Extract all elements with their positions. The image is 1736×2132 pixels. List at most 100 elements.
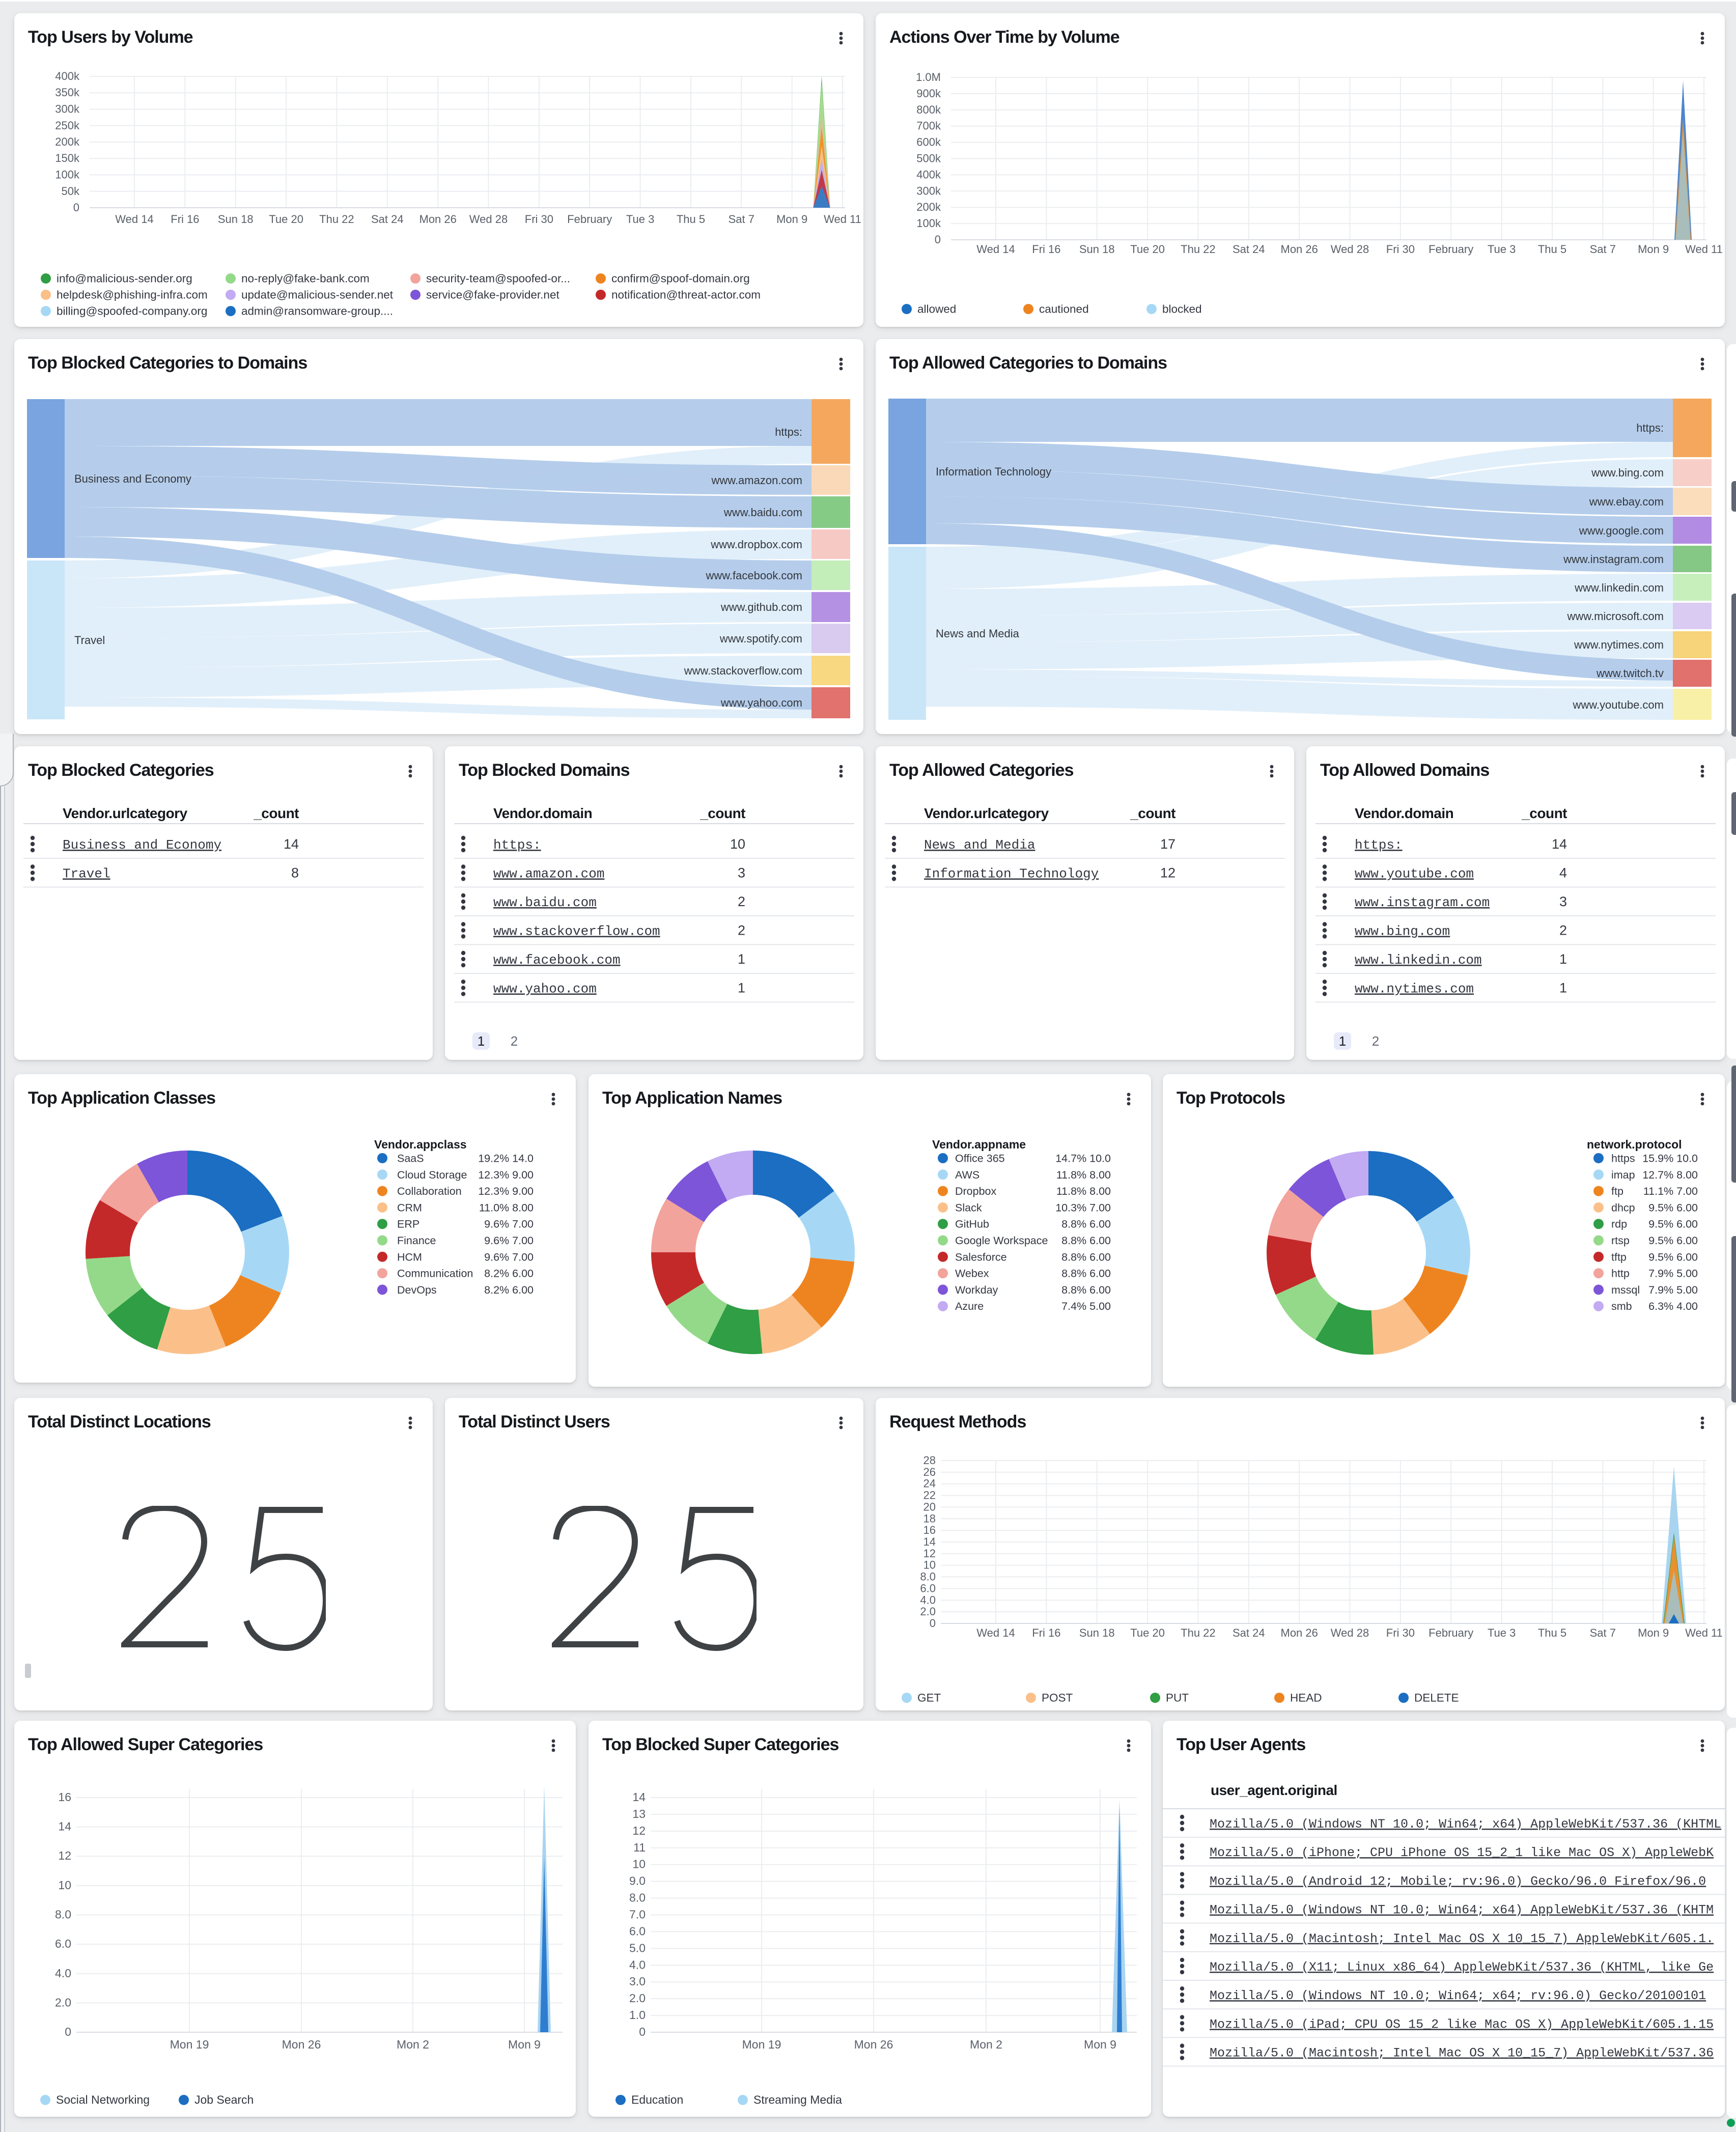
svg-text:3: 3 (738, 865, 745, 881)
svg-text:https:: https: (1355, 837, 1403, 853)
svg-text:HEAD: HEAD (1290, 1692, 1322, 1704)
svg-text:Sat 24: Sat 24 (1233, 243, 1265, 256)
svg-text:Cloud Storage: Cloud Storage (397, 1169, 467, 1181)
svg-text:mssql: mssql (1611, 1284, 1640, 1296)
svg-text:blocked: blocked (1162, 303, 1202, 316)
svg-text:6.0: 6.0 (55, 1937, 71, 1950)
svg-text:confirm@spoof-domain.org: confirm@spoof-domain.org (611, 272, 750, 285)
svg-text:www.facebook.com: www.facebook.com (493, 952, 621, 968)
svg-text:Mozilla/5.0 (Windows NT 10.0;: Mozilla/5.0 (Windows NT 10.0; Win64; x64… (1210, 1988, 1706, 2003)
svg-text:14: 14 (923, 1535, 936, 1548)
svg-text:2.0: 2.0 (629, 1991, 646, 2005)
svg-text:700k: 700k (916, 120, 941, 132)
svg-text:www.baidu.com: www.baidu.com (723, 506, 802, 519)
svg-text:Vendor.urlcategory: Vendor.urlcategory (63, 805, 188, 821)
svg-text:4.0: 4.0 (55, 1967, 71, 1980)
svg-text:200k: 200k (916, 201, 941, 213)
svg-text:12.7% 8.00: 12.7% 8.00 (1642, 1169, 1698, 1181)
svg-text:network.protocol: network.protocol (1587, 1138, 1682, 1151)
svg-text:www.spotify.com: www.spotify.com (719, 632, 802, 645)
svg-text:8.0: 8.0 (920, 1570, 936, 1583)
svg-text:Sun 18: Sun 18 (1079, 1626, 1115, 1639)
svg-text:Mozilla/5.0 (Windows NT 10.0;: Mozilla/5.0 (Windows NT 10.0; Win64; x64… (1210, 1903, 1714, 1918)
svg-text:10: 10 (632, 1858, 646, 1871)
svg-text:Mozilla/5.0 (Android 12; Mobil: Mozilla/5.0 (Android 12; Mobile; rv:96.0… (1210, 1874, 1706, 1889)
svg-text:www.nytimes.com: www.nytimes.com (1574, 638, 1664, 651)
svg-text:8.0: 8.0 (55, 1908, 71, 1921)
svg-text:Mon 26: Mon 26 (854, 2038, 893, 2051)
svg-text:Mon 26: Mon 26 (1281, 243, 1318, 256)
svg-text:600k: 600k (916, 136, 941, 149)
svg-text:Information Technology: Information Technology (936, 465, 1051, 478)
svg-text:www.amazon.com: www.amazon.com (711, 474, 802, 487)
svg-text:PUT: PUT (1166, 1692, 1189, 1704)
svg-text:Wed 11: Wed 11 (1685, 1626, 1723, 1639)
svg-text:400k: 400k (55, 70, 80, 82)
svg-text:Sat 7: Sat 7 (1590, 243, 1616, 256)
svg-text:dhcp: dhcp (1611, 1201, 1635, 1214)
svg-text:Tue 3: Tue 3 (1488, 1626, 1516, 1639)
svg-text:Business and Economy: Business and Economy (63, 837, 221, 853)
svg-text:Thu 5: Thu 5 (677, 213, 705, 226)
svg-text:7.9% 5.00: 7.9% 5.00 (1648, 1284, 1698, 1296)
svg-text:GitHub: GitHub (955, 1218, 989, 1230)
svg-text:AWS: AWS (955, 1169, 979, 1181)
svg-text:admin@ransomware-group....: admin@ransomware-group.... (241, 305, 393, 318)
svg-text:8: 8 (291, 865, 299, 881)
svg-text:15.9% 10.0: 15.9% 10.0 (1642, 1153, 1698, 1165)
svg-text:HCM: HCM (397, 1251, 422, 1263)
svg-text:DELETE: DELETE (1414, 1692, 1459, 1704)
svg-text:11.1% 7.00: 11.1% 7.00 (1643, 1185, 1698, 1197)
svg-text:Fri 16: Fri 16 (1032, 243, 1060, 256)
svg-text:Sat 24: Sat 24 (1233, 1626, 1265, 1639)
svg-text:17: 17 (1160, 836, 1175, 852)
svg-text:www.github.com: www.github.com (720, 601, 802, 613)
svg-text:2: 2 (738, 894, 745, 909)
svg-text:www.stackoverflow.com: www.stackoverflow.com (493, 924, 660, 939)
svg-text:9.5% 6.00: 9.5% 6.00 (1648, 1251, 1698, 1263)
svg-text:https: https (1611, 1153, 1635, 1165)
svg-text:https:: https: (1636, 422, 1664, 434)
svg-text:150k: 150k (55, 152, 80, 164)
svg-text:www.baidu.com: www.baidu.com (493, 895, 597, 910)
svg-text:Social Networking: Social Networking (56, 2093, 150, 2107)
svg-text:_count: _count (253, 805, 299, 821)
svg-text:350k: 350k (55, 86, 80, 99)
svg-text:Mon 9: Mon 9 (508, 2038, 541, 2051)
svg-text:ERP: ERP (397, 1218, 419, 1230)
svg-text:0: 0 (935, 233, 941, 246)
svg-text:Education: Education (631, 2093, 683, 2107)
svg-text:Sat 7: Sat 7 (729, 213, 754, 226)
svg-text:9.6% 7.00: 9.6% 7.00 (484, 1251, 534, 1263)
svg-text:Mon 9: Mon 9 (1084, 2038, 1116, 2051)
svg-text:GET: GET (917, 1692, 941, 1704)
svg-text:Thu 5: Thu 5 (1538, 1626, 1566, 1639)
svg-text:0: 0 (73, 201, 79, 214)
svg-text:16: 16 (923, 1524, 936, 1536)
svg-text:900k: 900k (916, 87, 941, 100)
svg-text:2: 2 (738, 923, 745, 938)
svg-text:14: 14 (632, 1790, 646, 1804)
svg-text:Wed 28: Wed 28 (469, 213, 508, 226)
svg-text:www.bing.com: www.bing.com (1591, 466, 1664, 479)
svg-text:1.0M: 1.0M (916, 71, 941, 83)
svg-text:_count: _count (1130, 805, 1175, 821)
svg-text:1: 1 (478, 1033, 485, 1049)
svg-text:Fri 30: Fri 30 (1386, 1626, 1415, 1639)
svg-text:cautioned: cautioned (1039, 303, 1089, 316)
svg-text:10: 10 (730, 836, 745, 852)
svg-text:800k: 800k (916, 103, 941, 116)
svg-text:Mon 2: Mon 2 (970, 2038, 1002, 2051)
svg-text:tftp: tftp (1611, 1251, 1627, 1263)
svg-text:0: 0 (930, 1617, 936, 1630)
svg-text:6.0: 6.0 (920, 1582, 936, 1594)
svg-text:Tue 3: Tue 3 (1488, 243, 1516, 256)
svg-text:6.3% 4.00: 6.3% 4.00 (1648, 1300, 1698, 1312)
svg-text:helpdesk@phishing-infra.com: helpdesk@phishing-infra.com (57, 289, 208, 301)
svg-text:rdp: rdp (1611, 1218, 1627, 1230)
svg-text:Tue 20: Tue 20 (269, 213, 303, 226)
svg-text:8.0: 8.0 (629, 1891, 646, 1904)
svg-text:Communication: Communication (397, 1268, 473, 1280)
svg-text:1: 1 (738, 951, 745, 967)
svg-text:5.0: 5.0 (629, 1941, 646, 1954)
